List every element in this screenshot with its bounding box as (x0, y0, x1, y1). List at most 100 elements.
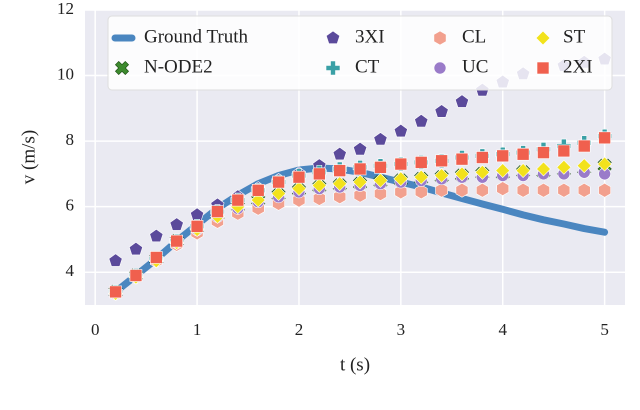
legend-label: UC (462, 56, 488, 77)
x-tick-label: 1 (193, 320, 202, 339)
legend: Ground Truth N-ODE2 3XI CT CL UC ST 2XI (107, 15, 613, 91)
legend-swatch (325, 60, 341, 76)
y-tick-label: 8 (66, 130, 75, 149)
marker (374, 186, 387, 201)
marker (455, 182, 469, 198)
marker (414, 156, 428, 169)
marker (292, 170, 306, 184)
marker (454, 94, 469, 108)
marker (109, 285, 122, 299)
marker (557, 182, 571, 198)
marker (476, 151, 489, 164)
y-axis-label: v (m/s) (18, 130, 39, 184)
marker (474, 164, 490, 180)
marker (454, 166, 470, 182)
x-tick-label: 2 (295, 320, 304, 339)
legend-label: ST (563, 26, 586, 47)
marker (170, 234, 183, 248)
marker (576, 158, 592, 174)
marker (556, 159, 572, 175)
legend-label: CT (355, 56, 380, 77)
legend-swatch (325, 30, 341, 45)
marker (149, 228, 164, 243)
marker (516, 147, 530, 161)
marker (128, 241, 143, 256)
legend-label: Ground Truth (144, 26, 248, 47)
marker (475, 182, 489, 198)
marker (352, 174, 368, 190)
marker (312, 191, 326, 206)
marker (291, 181, 307, 197)
y-tick-label: 12 (57, 0, 74, 18)
marker (434, 104, 449, 118)
x-tick-label: 3 (397, 320, 406, 339)
marker (577, 139, 591, 153)
marker (251, 183, 265, 197)
marker (250, 192, 266, 208)
marker (598, 131, 611, 145)
x-axis-label: t (s) (340, 354, 370, 375)
marker (169, 217, 184, 231)
legend-swatch (536, 61, 550, 75)
legend-swatch (535, 30, 551, 46)
marker (231, 193, 245, 207)
y-tick-label: 4 (66, 261, 75, 280)
marker (272, 175, 285, 189)
marker (190, 220, 204, 233)
legend-label: 2XI (563, 56, 593, 77)
y-tick-label: 6 (66, 196, 75, 215)
marker (333, 164, 347, 177)
marker (515, 163, 531, 179)
marker (373, 172, 388, 188)
marker (394, 184, 408, 200)
marker (353, 141, 368, 156)
marker (495, 163, 511, 179)
marker (150, 251, 163, 264)
marker (537, 146, 550, 159)
marker (394, 157, 408, 171)
marker (496, 181, 510, 196)
marker (577, 182, 591, 198)
marker (332, 176, 348, 192)
marker (353, 162, 367, 176)
marker (353, 187, 367, 203)
marker (597, 156, 613, 172)
marker (455, 152, 469, 166)
marker (108, 253, 123, 267)
marker (313, 167, 326, 181)
marker (332, 146, 347, 161)
x-tick-label: 4 (498, 320, 507, 339)
marker (271, 186, 287, 202)
marker (435, 182, 449, 198)
legend-label: N-ODE2 (144, 56, 213, 77)
legend-label: CL (462, 26, 486, 47)
marker (516, 182, 530, 198)
marker (413, 169, 429, 185)
marker (414, 184, 428, 200)
marker (496, 149, 510, 163)
marker (374, 161, 387, 174)
legend-swatch (433, 61, 447, 75)
legend-swatch (114, 60, 130, 76)
marker (393, 171, 409, 187)
marker (311, 177, 327, 193)
legend-swatch (433, 30, 447, 46)
x-tick-label: 0 (91, 320, 100, 339)
legend-label: 3XI (355, 26, 385, 47)
marker (537, 182, 550, 198)
marker (211, 205, 224, 218)
marker (333, 189, 347, 205)
y-tick-label: 10 (57, 64, 74, 83)
marker (435, 154, 448, 168)
marker (557, 144, 571, 158)
marker (393, 123, 408, 138)
marker (373, 132, 388, 146)
marker (414, 114, 429, 128)
x-tick-label: 5 (600, 320, 609, 339)
marker (129, 269, 143, 282)
legend-box (107, 15, 613, 91)
marker (434, 168, 450, 183)
marker (598, 182, 612, 198)
marker (536, 161, 551, 177)
